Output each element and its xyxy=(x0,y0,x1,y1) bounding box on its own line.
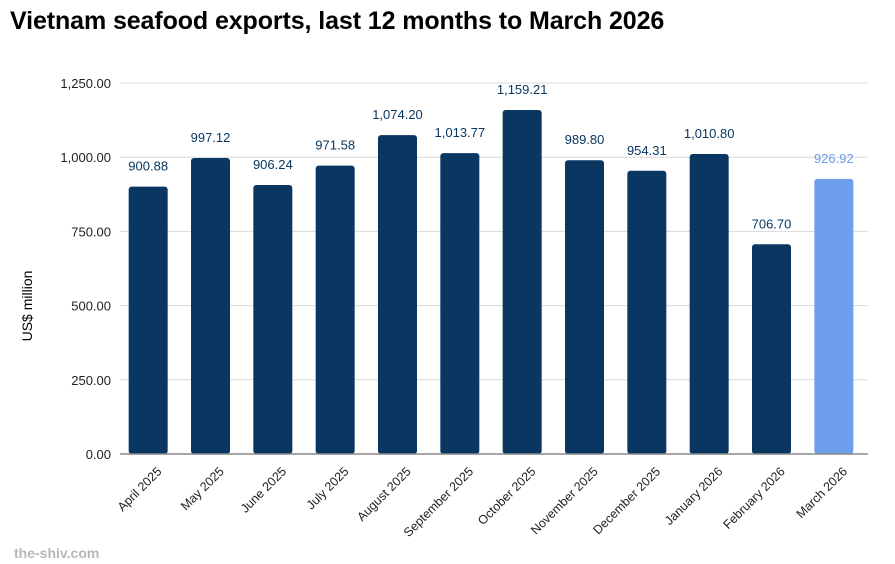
bar-march-2026 xyxy=(814,178,854,454)
y-tick-label: 750.00 xyxy=(71,224,111,239)
data-label: 1,159.21 xyxy=(497,82,548,97)
x-tick-label: October 2025 xyxy=(475,464,538,527)
bar-may-2025 xyxy=(191,158,230,454)
bar-august-2025 xyxy=(378,135,417,455)
x-tick-label: February 2026 xyxy=(720,464,787,531)
bar-january-2026 xyxy=(689,153,729,454)
x-tick-label: April 2025 xyxy=(115,464,165,514)
y-tick-label: 500.00 xyxy=(71,299,111,314)
data-label: 1,074.20 xyxy=(372,107,423,122)
data-label: 1,010.80 xyxy=(684,126,735,141)
y-tick-label: 250.00 xyxy=(71,373,111,388)
x-tick-label: May 2025 xyxy=(178,464,227,513)
x-tick-label: November 2025 xyxy=(528,464,601,537)
data-label: 1,013.77 xyxy=(435,125,486,140)
y-tick-label: 1,000.00 xyxy=(60,150,111,165)
y-tick-label: 1,250.00 xyxy=(60,76,111,91)
x-tick-label: July 2025 xyxy=(304,464,352,512)
x-tick-label: January 2026 xyxy=(662,464,725,527)
bar-october-2025 xyxy=(502,109,542,454)
bar-april-2025 xyxy=(128,186,168,454)
bar-september-2025 xyxy=(440,153,480,454)
data-label: 906.24 xyxy=(253,157,293,172)
x-axis-ticks: April 2025 May 2025 June 2025 July 2025 Augu… xyxy=(115,464,850,539)
data-label: 971.58 xyxy=(315,138,355,153)
data-label: 706.70 xyxy=(752,216,792,231)
y-axis-label: US$ million xyxy=(19,271,35,342)
x-tick-label: December 2025 xyxy=(590,464,663,537)
chart-title: Vietnam seafood exports, last 12 months … xyxy=(10,7,665,35)
gridlines xyxy=(120,82,868,381)
data-label: 954.31 xyxy=(627,143,667,158)
bar-july-2025 xyxy=(315,165,355,454)
data-label: 989.80 xyxy=(565,132,605,147)
x-tick-label: March 2026 xyxy=(794,464,851,521)
data-label: 900.88 xyxy=(128,159,168,174)
bar-june-2025 xyxy=(253,185,293,455)
bar-november-2025 xyxy=(565,160,604,454)
x-tick-label: June 2025 xyxy=(238,464,289,515)
watermark: the-shiv.com xyxy=(14,545,100,561)
bar-december-2025 xyxy=(627,170,667,454)
data-label: 926.92 xyxy=(814,151,854,166)
bars xyxy=(128,109,854,455)
y-tick-label: 0.00 xyxy=(86,447,111,462)
data-labels: 900.88 997.12 906.24 971.58 1,074.20 1,013.77… xyxy=(128,82,853,231)
y-axis-ticks: 0.00 250.00 500.00 750.00 1,000.00 1,250.00 xyxy=(60,76,111,462)
data-label: 997.12 xyxy=(191,130,231,145)
bar-february-2026 xyxy=(752,244,791,454)
x-tick-label: August 2025 xyxy=(354,464,414,524)
